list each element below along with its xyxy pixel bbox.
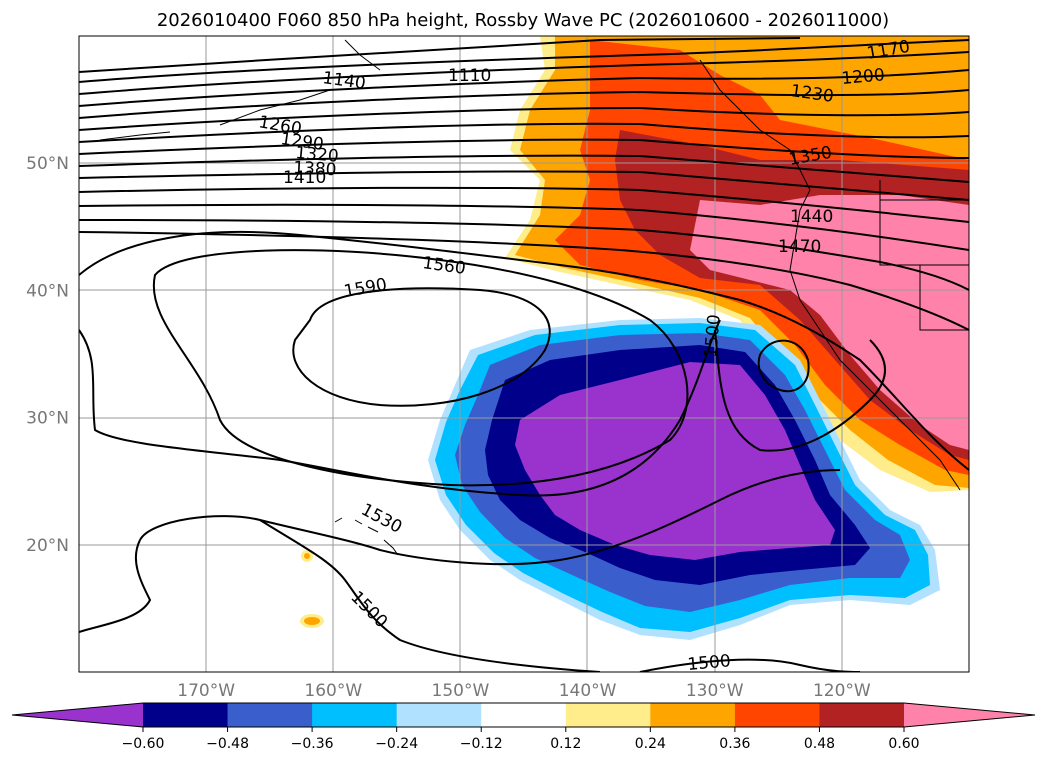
colorbar-segment [734, 703, 820, 727]
contour-label: 1320 [295, 143, 340, 167]
colorbar-segment [819, 703, 905, 727]
contour-label: 1500 [687, 651, 732, 675]
colorbar-tick-label: −0.24 [375, 736, 418, 752]
contour-label: 1110 [448, 66, 491, 86]
colorbar-segment [396, 703, 482, 727]
colorbar-extend-high [904, 703, 1035, 727]
negative-anomaly-purple [515, 362, 835, 560]
lat-tick-label: 30°N [26, 409, 69, 429]
lon-tick-label: 150°W [432, 681, 490, 701]
lon-tick-label: 130°W [686, 681, 744, 701]
colorbar: −0.60 −0.48 −0.36 −0.24 −0.12 0.12 0.24 0.36 0.4… [11, 702, 1036, 752]
longitude-axis: 170°W 160°W 150°W 140°W 130°W 120°W [177, 681, 871, 701]
contour-label: 1440 [790, 207, 833, 227]
colorbar-tick-label: 0.12 [550, 736, 581, 752]
contour-label: 1470 [778, 237, 821, 257]
lon-tick-label: 160°W [304, 681, 362, 701]
map-title: 2026010400 F060 850 hPa height, Rossby W… [157, 10, 889, 31]
contour-label: 1410 [283, 168, 326, 188]
contour-label: 1500 [701, 314, 725, 359]
latitude-axis: 50°N 40°N 30°N 20°N [26, 154, 69, 556]
colorbar-tick-label: 0.48 [804, 736, 835, 752]
colorbar-tick-label: 0.24 [635, 736, 666, 752]
colorbar-segment [312, 703, 398, 727]
colorbar-extend-low [12, 703, 143, 727]
positive-blob-2-core [304, 553, 310, 559]
lon-tick-label: 140°W [559, 681, 617, 701]
colorbar-segment [650, 703, 736, 727]
colorbar-tick-label: −0.48 [206, 736, 249, 752]
colorbar-tick-label: −0.36 [291, 736, 334, 752]
contour-label: 1200 [841, 65, 886, 89]
colorbar-segment [565, 703, 651, 727]
colorbar-tick-label: 0.60 [888, 736, 919, 752]
colorbar-segment [143, 703, 229, 727]
height-contours [79, 37, 969, 672]
lat-tick-label: 50°N [26, 154, 69, 174]
map-frame [78, 35, 970, 673]
positive-blob-1-core [304, 617, 320, 625]
positive-anomaly-pink [690, 195, 969, 450]
colorbar-tick-label: 0.36 [719, 736, 750, 752]
map-area: 1170 1110 1200 1140 1230 1260 1290 1320 … [79, 36, 969, 675]
grid-lines [79, 36, 969, 672]
lat-tick-label: 40°N [26, 281, 69, 301]
colorbar-segment [227, 703, 313, 727]
lon-tick-label: 120°W [813, 681, 871, 701]
colorbar-tick-label: −0.60 [122, 736, 165, 752]
lat-tick-label: 20°N [26, 536, 69, 556]
contour-label: 1380 [293, 158, 337, 180]
colorbar-segment [481, 703, 567, 727]
colorbar-tick-label: −0.12 [460, 736, 503, 752]
lon-tick-label: 170°W [177, 681, 235, 701]
